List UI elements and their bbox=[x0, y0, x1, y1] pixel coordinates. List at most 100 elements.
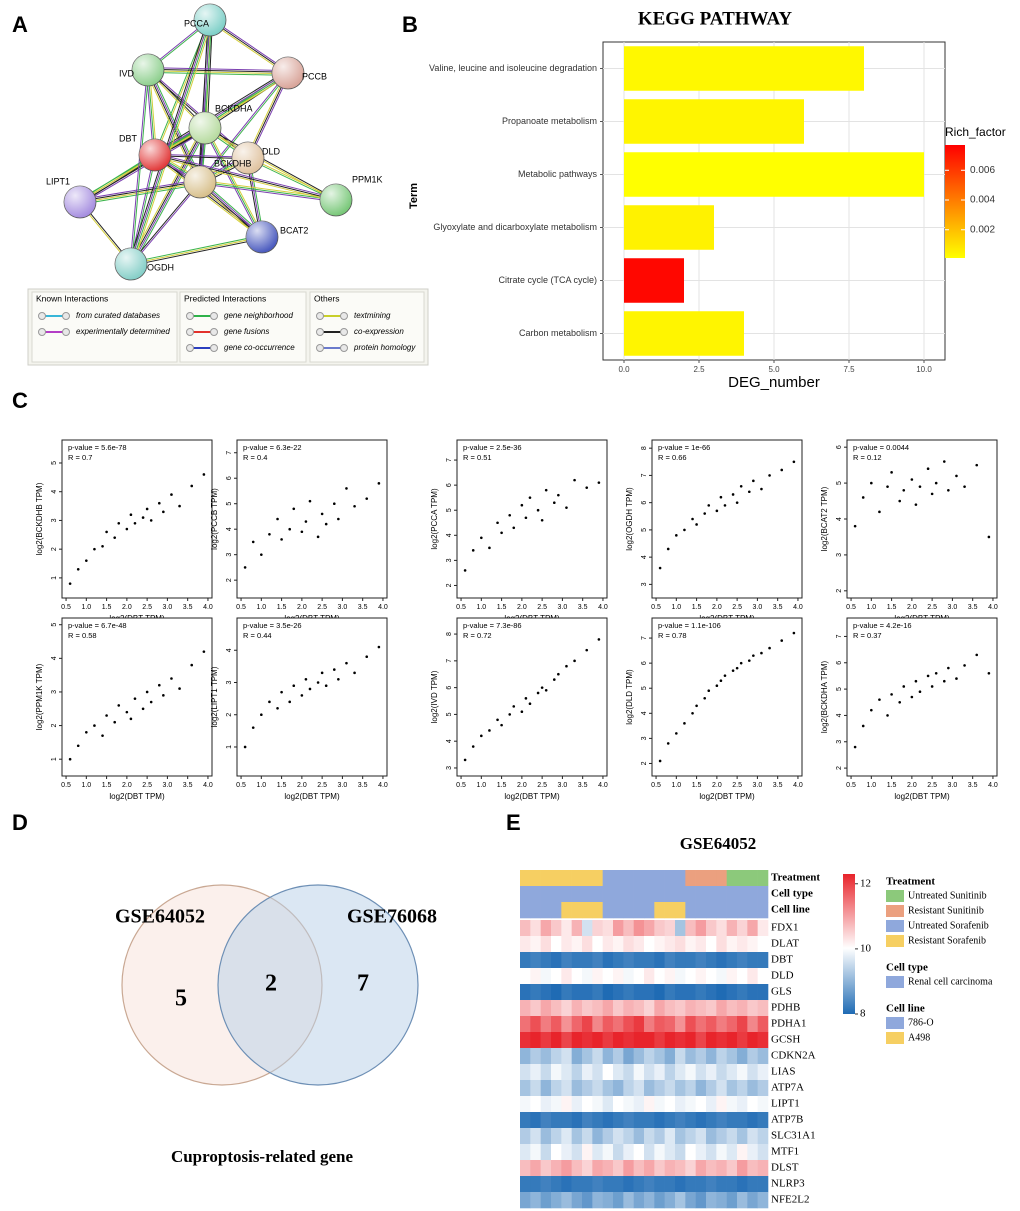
node-label: BCAT2 bbox=[280, 225, 308, 235]
point bbox=[520, 503, 524, 507]
heatmap-cell bbox=[737, 1112, 748, 1129]
annotation-cell bbox=[757, 902, 769, 919]
heatmap-cell bbox=[695, 920, 707, 937]
annotation-cell bbox=[530, 870, 541, 887]
heatmap-cell bbox=[716, 936, 727, 953]
network-edge bbox=[128, 19, 209, 264]
heatmap-cell bbox=[633, 1096, 645, 1113]
y-tick-label: 4 bbox=[446, 533, 453, 537]
x-tick-label: 1.0 bbox=[866, 782, 876, 789]
heatmap-cell bbox=[582, 1192, 593, 1209]
x-tick-label: 2.5 bbox=[317, 782, 327, 789]
y-tick-label: Valine, leucine and isoleucine degradati… bbox=[429, 63, 597, 73]
heatmap-cell bbox=[530, 1128, 541, 1145]
heatmap-cell bbox=[654, 920, 665, 937]
point bbox=[190, 484, 194, 488]
point bbox=[500, 723, 503, 727]
heatmap-cell bbox=[530, 936, 541, 953]
annotation-cell bbox=[716, 886, 727, 903]
heatmap-cell bbox=[582, 1032, 593, 1049]
heatmap-cell bbox=[613, 1192, 624, 1209]
heatmap-cell bbox=[716, 1048, 727, 1065]
point bbox=[707, 689, 711, 693]
legend-group bbox=[309, 291, 425, 363]
heatmap-cell bbox=[592, 936, 603, 953]
heatmap-cell bbox=[706, 968, 717, 985]
point bbox=[926, 674, 930, 678]
annotation-cell bbox=[664, 886, 676, 903]
heatmap-cell bbox=[633, 1192, 645, 1209]
heatmap-cell bbox=[520, 1144, 531, 1161]
heatmap-cell bbox=[675, 1176, 686, 1193]
heatmap-cell bbox=[747, 1048, 758, 1065]
annotation: p-value = 0.0044 bbox=[853, 443, 909, 452]
heatmap-cell bbox=[530, 952, 541, 969]
node-label: PCCA bbox=[184, 18, 209, 28]
heatmap-cell bbox=[675, 1016, 686, 1033]
point bbox=[68, 582, 72, 585]
x-tick-label: 3.0 bbox=[163, 604, 173, 611]
heatmap-cell bbox=[716, 1160, 727, 1177]
x-axis-label: log2(DBT TPM) bbox=[504, 792, 560, 801]
legend-swatch bbox=[886, 1032, 904, 1044]
heatmap-cell bbox=[540, 1176, 552, 1193]
point bbox=[488, 729, 491, 732]
annotation-cell bbox=[685, 886, 696, 903]
heatmap-cell bbox=[685, 1016, 696, 1033]
heatmap-cell bbox=[613, 1032, 624, 1049]
point bbox=[178, 687, 181, 690]
heatmap-cell bbox=[623, 1080, 634, 1097]
heatmap-cell bbox=[654, 984, 665, 1001]
x-tick-label: 3.5 bbox=[773, 782, 783, 789]
legend-item: Untreated Sorafenib bbox=[908, 920, 989, 931]
y-tick-label: 7 bbox=[641, 473, 648, 477]
heatmap-cell bbox=[520, 1048, 531, 1065]
point bbox=[585, 648, 589, 652]
point bbox=[719, 495, 723, 499]
y-tick-label: 1 bbox=[51, 576, 58, 580]
point bbox=[480, 536, 483, 540]
point bbox=[365, 497, 369, 500]
x-tick-label: 2.5 bbox=[537, 782, 547, 789]
x-tick-label: 2.0 bbox=[297, 782, 307, 789]
heatmap-cell bbox=[571, 1128, 583, 1145]
annotation: p-value = 6.3e-22 bbox=[243, 443, 302, 452]
y-tick-label: 1 bbox=[226, 745, 233, 749]
annotation-cell bbox=[695, 902, 707, 919]
heatmap-cell bbox=[592, 1016, 603, 1033]
point bbox=[243, 745, 247, 749]
heatmap-cell bbox=[571, 1048, 583, 1065]
heatmap-cell bbox=[695, 984, 707, 1001]
point bbox=[934, 672, 938, 675]
heatmap-cell bbox=[633, 1032, 645, 1049]
point bbox=[540, 686, 544, 689]
annotation-cell bbox=[737, 870, 748, 887]
x-tick-label: 3.0 bbox=[753, 604, 763, 611]
heatmap-cell bbox=[706, 1064, 717, 1081]
x-tick-label: 0.5 bbox=[651, 782, 661, 789]
heatmap-cell bbox=[530, 1160, 541, 1177]
y-tick-label: 7 bbox=[836, 634, 843, 638]
row-label: MTF1 bbox=[771, 1146, 799, 1158]
annotation-cell bbox=[747, 886, 758, 903]
annotation-cell bbox=[561, 870, 572, 887]
heatmap-cell bbox=[757, 936, 769, 953]
heatmap-cell bbox=[685, 1080, 696, 1097]
network-edge bbox=[147, 70, 288, 75]
plot-area bbox=[846, 439, 998, 599]
heatmap-cell bbox=[695, 1048, 707, 1065]
heatmap-cell bbox=[716, 1192, 727, 1209]
heatmap-cell bbox=[675, 984, 686, 1001]
annotation-cell bbox=[592, 870, 603, 887]
point bbox=[117, 522, 121, 525]
heatmap-cell bbox=[582, 1000, 593, 1017]
x-tick-label: 1.0 bbox=[476, 782, 486, 789]
heatmap-cell bbox=[747, 1064, 758, 1081]
heatmap-cell bbox=[685, 1128, 696, 1145]
network-edge bbox=[200, 73, 290, 183]
heatmap-cell bbox=[737, 1048, 748, 1065]
y-axis-label: log2(PPM1K TPM) bbox=[35, 663, 44, 730]
heatmap-cell bbox=[685, 1192, 696, 1209]
heatmap-cell bbox=[675, 1080, 686, 1097]
heatmap-cell bbox=[737, 1192, 748, 1209]
